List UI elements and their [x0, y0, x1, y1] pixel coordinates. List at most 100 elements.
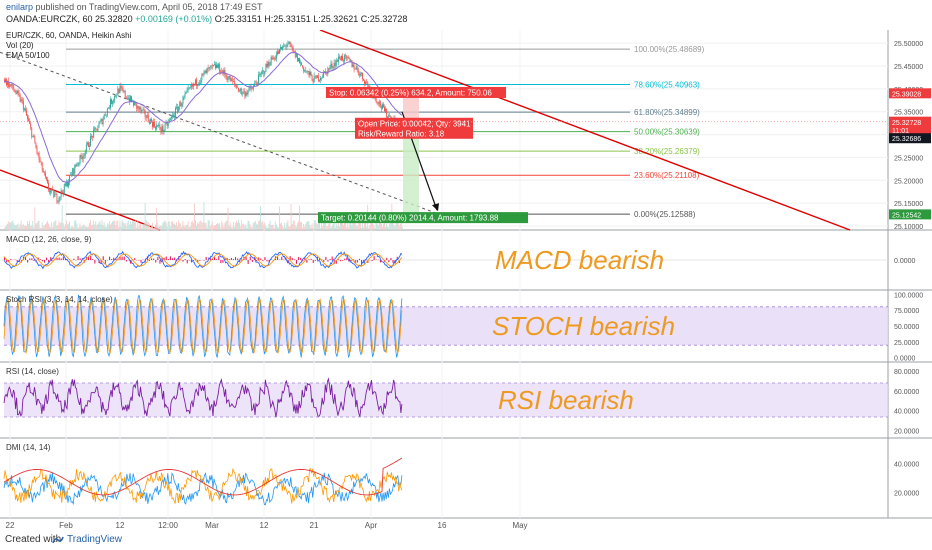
lower-trend-line	[0, 169, 161, 231]
candle-body	[229, 75, 231, 82]
candle-body	[21, 99, 23, 101]
candle-body	[281, 47, 283, 50]
volume-bar	[343, 225, 344, 230]
volume-bar	[326, 226, 328, 230]
volume-bar	[78, 227, 80, 230]
price-change: +0.00169 (+0.01%)	[135, 14, 213, 24]
candle-body	[345, 55, 347, 56]
tradingview-logo-icon	[52, 536, 64, 544]
volume-bar	[33, 227, 35, 230]
candle-body	[54, 194, 56, 198]
volume-bar	[114, 220, 116, 230]
candle-body	[38, 153, 40, 160]
candle-body	[40, 161, 42, 163]
time-tick-label: Mar	[205, 521, 219, 530]
candle-body	[83, 155, 85, 157]
tradingview-brand[interactable]: TradingView	[67, 534, 123, 545]
time-tick-label: 16	[438, 521, 447, 530]
candle-body	[107, 107, 109, 109]
volume-bar	[200, 220, 202, 230]
macd-histogram-bar	[232, 259, 234, 260]
candle-body	[320, 77, 321, 81]
volume-bar	[396, 221, 398, 230]
volume-bar	[179, 223, 181, 230]
volume-bar	[341, 221, 342, 230]
volume-bar	[26, 226, 27, 230]
volume-bar	[252, 222, 254, 230]
volume-bar	[74, 220, 76, 230]
candle-body	[382, 104, 383, 109]
candle-body	[214, 64, 215, 66]
price-tag-bg	[889, 117, 931, 128]
price-tag-label: 11:01	[892, 128, 909, 135]
candle-body	[300, 62, 301, 64]
volume-bar	[272, 225, 274, 230]
volume-bar	[298, 221, 299, 230]
macd-histogram-bar	[169, 256, 171, 260]
macd-histogram-bar	[184, 258, 186, 260]
candle-body	[317, 75, 319, 81]
candle-body	[127, 98, 129, 100]
volume-bar	[250, 227, 252, 230]
volume-bar	[388, 227, 390, 230]
volume-bar	[112, 221, 113, 230]
candle-body	[243, 91, 245, 93]
macd-histogram-bar	[73, 258, 75, 260]
symbol-name[interactable]: OANDA:EURCZK, 60	[6, 14, 93, 24]
candle-body	[209, 66, 211, 68]
candle-body	[17, 90, 19, 94]
volume-bar	[168, 221, 170, 230]
volume-bar	[223, 226, 225, 230]
volume-bar	[347, 222, 349, 230]
author-link[interactable]: enilarp	[6, 2, 34, 12]
macd-histogram-bar	[295, 260, 297, 264]
volume-bar	[270, 225, 272, 230]
volume-bar	[139, 223, 141, 230]
macd-histogram-bar	[29, 258, 31, 260]
volume-bar	[303, 223, 305, 230]
candle-body	[324, 71, 326, 73]
macd-histogram-bar	[119, 256, 121, 260]
volume-bar	[370, 222, 372, 230]
candle-body	[146, 114, 148, 119]
candle-body	[388, 115, 390, 117]
price-tag-label: 25.12542	[892, 212, 921, 219]
volume-bar	[211, 221, 213, 230]
ohlc-values: O:25.33151 H:25.33151 L:25.32621 C:25.32…	[214, 14, 408, 24]
candle-body	[60, 190, 62, 197]
volume-bar	[51, 222, 53, 230]
candle-body	[259, 74, 261, 76]
volume-bar	[119, 221, 121, 230]
macd-histogram-bar	[193, 260, 195, 261]
macd-histogram-bar	[121, 256, 123, 260]
chart-canvas[interactable]: 25.5000025.4500025.4000025.3500025.30000…	[0, 30, 932, 530]
candle-body	[355, 66, 357, 70]
candle-body	[78, 163, 80, 164]
volume-bar	[251, 227, 253, 230]
candle-body	[333, 62, 335, 68]
candle-body	[356, 66, 358, 70]
candle-body	[39, 159, 41, 162]
volume-bar	[269, 220, 271, 230]
macd-histogram-bar	[285, 257, 287, 260]
candle-body	[275, 54, 277, 59]
macd-histogram-bar	[342, 260, 344, 261]
price-tag-bg	[889, 88, 931, 99]
volume-bar	[294, 224, 296, 230]
volume-bar	[226, 220, 228, 230]
candle-body	[62, 192, 64, 194]
candle-body	[51, 188, 53, 191]
volume-bar	[214, 225, 215, 230]
volume-bar	[230, 227, 232, 230]
candle-body	[15, 92, 17, 94]
candle-body	[226, 76, 228, 81]
volume-bar	[376, 223, 378, 230]
candle-body	[139, 107, 141, 110]
macd-histogram-bar	[62, 256, 64, 260]
time-tick-label: May	[512, 521, 527, 530]
volume-bar	[212, 225, 214, 230]
volume-bar	[366, 226, 368, 230]
volume-bar	[204, 222, 206, 230]
volume-bar	[22, 223, 24, 230]
macd-histogram-bar	[88, 256, 90, 260]
